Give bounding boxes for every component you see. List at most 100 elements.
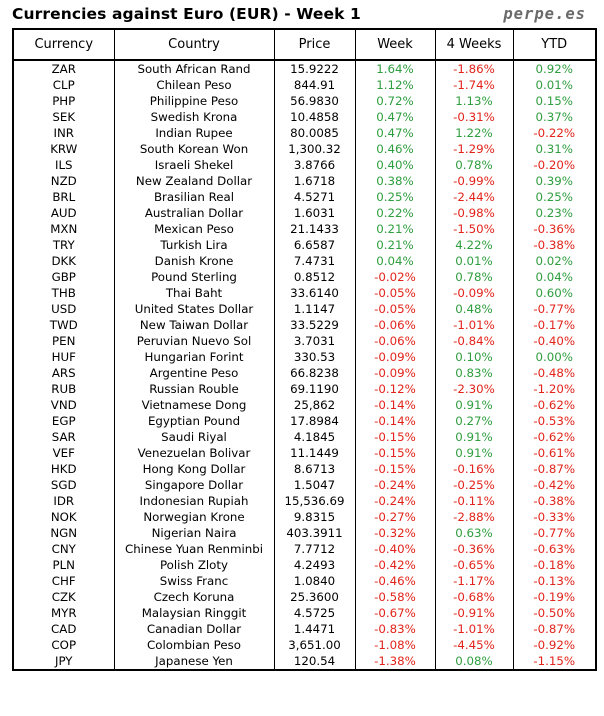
cell-price: 330.53 — [273, 349, 356, 365]
cell-ytd: -0.20% — [512, 157, 597, 173]
cell-price: 8.6713 — [273, 461, 356, 477]
cell-price: 403.3911 — [273, 525, 356, 541]
table-row: IDR Indonesian Rupiah 15,536.69 -0.24% -0.11… — [12, 493, 597, 509]
cell-currency: MXN — [12, 221, 115, 237]
table-row: ARS Argentine Peso 66.8238 -0.09% 0.83% -0.48… — [12, 365, 597, 381]
cell-ytd: 0.60% — [512, 285, 597, 301]
table-row: CNY Chinese Yuan Renminbi 7.7712 -0.40% -0.3… — [12, 541, 597, 557]
cell-currency: CAD — [12, 621, 115, 637]
cell-4-weeks: 0.78% — [434, 269, 514, 285]
cell-4-weeks: 0.78% — [434, 157, 514, 173]
cell-4-weeks: -2.30% — [434, 381, 514, 397]
cell-week: 0.40% — [354, 157, 436, 173]
header-week: Week — [354, 28, 436, 61]
cell-4-weeks: -0.11% — [434, 493, 514, 509]
cell-country: Polish Zloty — [113, 557, 275, 573]
cell-week: -0.58% — [354, 589, 436, 605]
table-row: SEK Swedish Krona 10.4858 0.47% -0.31% 0.37% — [12, 109, 597, 125]
cell-week: 0.47% — [354, 125, 436, 141]
currency-table: Currency Country Price Week 4 Weeks YTD … — [12, 28, 597, 671]
cell-week: -0.40% — [354, 541, 436, 557]
cell-country: Norwegian Krone — [113, 509, 275, 525]
cell-ytd: -0.22% — [512, 125, 597, 141]
header-ytd: YTD — [512, 28, 597, 61]
cell-4-weeks: 1.22% — [434, 125, 514, 141]
cell-4-weeks: -0.36% — [434, 541, 514, 557]
cell-currency: KRW — [12, 141, 115, 157]
cell-price: 3.8766 — [273, 157, 356, 173]
cell-country: Brasilian Real — [113, 189, 275, 205]
cell-4-weeks: -0.98% — [434, 205, 514, 221]
cell-ytd: -0.13% — [512, 573, 597, 589]
cell-country: Colombian Peso — [113, 637, 275, 653]
table-row: ILS Israeli Shekel 3.8766 0.40% 0.78% -0.20% — [12, 157, 597, 173]
cell-week: -0.67% — [354, 605, 436, 621]
cell-week: 0.04% — [354, 253, 436, 269]
cell-ytd: 0.25% — [512, 189, 597, 205]
cell-country: Saudi Riyal — [113, 429, 275, 445]
cell-4-weeks: -0.16% — [434, 461, 514, 477]
cell-currency: ZAR — [12, 60, 115, 77]
cell-ytd: -0.42% — [512, 477, 597, 493]
cell-week: -0.24% — [354, 493, 436, 509]
table-row: HKD Hong Kong Dollar 8.6713 -0.15% -0.16% -0.… — [12, 461, 597, 477]
cell-ytd: -0.17% — [512, 317, 597, 333]
table-row: GBP Pound Sterling 0.8512 -0.02% 0.78% 0.04% — [12, 269, 597, 285]
cell-ytd: -0.53% — [512, 413, 597, 429]
cell-week: -0.02% — [354, 269, 436, 285]
cell-ytd: -1.15% — [512, 653, 597, 670]
cell-week: -1.08% — [354, 637, 436, 653]
cell-ytd: 0.31% — [512, 141, 597, 157]
cell-4-weeks: 0.27% — [434, 413, 514, 429]
cell-price: 4.5725 — [273, 605, 356, 621]
cell-ytd: 0.92% — [512, 60, 597, 77]
cell-4-weeks: -0.65% — [434, 557, 514, 573]
cell-week: -0.06% — [354, 317, 436, 333]
cell-price: 17.8984 — [273, 413, 356, 429]
cell-country: Chinese Yuan Renminbi — [113, 541, 275, 557]
cell-week: 0.21% — [354, 237, 436, 253]
cell-4-weeks: 0.91% — [434, 397, 514, 413]
cell-week: -0.46% — [354, 573, 436, 589]
cell-price: 11.1449 — [273, 445, 356, 461]
table-row: TWD New Taiwan Dollar 33.5229 -0.06% -1.01% -… — [12, 317, 597, 333]
cell-ytd: 0.01% — [512, 77, 597, 93]
table-header-row: Currency Country Price Week 4 Weeks YTD — [12, 28, 597, 61]
cell-week: -1.38% — [354, 653, 436, 670]
cell-4-weeks: 1.13% — [434, 93, 514, 109]
cell-price: 15.9222 — [273, 60, 356, 77]
cell-ytd: 0.00% — [512, 349, 597, 365]
cell-currency: NGN — [12, 525, 115, 541]
page-title: Currencies against Euro (EUR) - Week 1 — [12, 5, 361, 23]
cell-currency: JPY — [12, 653, 115, 670]
table-row: JPY Japanese Yen 120.54 -1.38% 0.08% -1.15% — [12, 653, 597, 670]
cell-week: 0.72% — [354, 93, 436, 109]
table-row: HUF Hungarian Forint 330.53 -0.09% 0.10% 0.00… — [12, 349, 597, 365]
cell-week: 0.21% — [354, 221, 436, 237]
cell-country: New Zealand Dollar — [113, 173, 275, 189]
cell-4-weeks: 0.91% — [434, 429, 514, 445]
cell-4-weeks: -1.29% — [434, 141, 514, 157]
cell-4-weeks: 0.48% — [434, 301, 514, 317]
cell-currency: ILS — [12, 157, 115, 173]
cell-country: Singapore Dollar — [113, 477, 275, 493]
cell-ytd: 0.04% — [512, 269, 597, 285]
cell-country: Peruvian Nuevo Sol — [113, 333, 275, 349]
cell-price: 10.4858 — [273, 109, 356, 125]
cell-ytd: -0.50% — [512, 605, 597, 621]
cell-price: 6.6587 — [273, 237, 356, 253]
cell-currency: AUD — [12, 205, 115, 221]
table-row: EGP Egyptian Pound 17.8984 -0.14% 0.27% -0.53… — [12, 413, 597, 429]
header-country: Country — [113, 28, 275, 61]
table-row: VND Vietnamese Dong 25,862 -0.14% 0.91% -0.62… — [12, 397, 597, 413]
cell-ytd: -0.61% — [512, 445, 597, 461]
cell-price: 7.7712 — [273, 541, 356, 557]
cell-price: 69.1190 — [273, 381, 356, 397]
cell-ytd: -0.77% — [512, 525, 597, 541]
table-row: ZAR South African Rand 15.9222 1.64% -1.86% 0… — [12, 60, 597, 77]
cell-currency: CLP — [12, 77, 115, 93]
cell-currency: VND — [12, 397, 115, 413]
cell-country: Danish Krone — [113, 253, 275, 269]
table-row: RUB Russian Rouble 69.1190 -0.12% -2.30% -1.2… — [12, 381, 597, 397]
cell-country: Thai Baht — [113, 285, 275, 301]
